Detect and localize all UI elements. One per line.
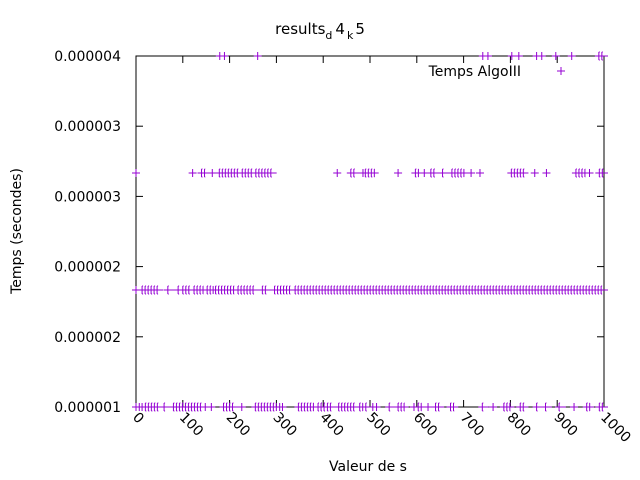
data-point xyxy=(333,169,342,177)
y-tick-label: 0.000003 xyxy=(54,119,121,135)
data-point xyxy=(237,403,246,411)
y-tick-label: 0.000003 xyxy=(54,189,121,205)
legend-marker xyxy=(557,67,565,75)
data-point xyxy=(207,403,216,411)
x-tick-label: 200 xyxy=(223,410,253,440)
axis-ticks xyxy=(135,55,605,408)
data-point xyxy=(208,169,217,177)
data-point xyxy=(551,52,560,60)
data-point xyxy=(253,52,262,60)
x-tick-label: 700 xyxy=(457,410,487,440)
data-point xyxy=(585,169,594,177)
data-point xyxy=(188,169,197,177)
data-point xyxy=(537,52,546,60)
data-point xyxy=(570,403,579,411)
y-tick-label: 0.000002 xyxy=(54,330,121,346)
x-tick-labels: 0 100 200 300 400 500 600 700 800 900 1000 xyxy=(129,410,634,447)
y-tick-label: 0.000001 xyxy=(54,400,121,416)
x-tick-label: 0 xyxy=(129,410,147,428)
data-point xyxy=(530,169,539,177)
x-tick-label: 100 xyxy=(176,410,206,440)
data-point xyxy=(567,52,576,60)
x-tick-label: 500 xyxy=(363,410,393,440)
data-point xyxy=(278,403,287,411)
data-point xyxy=(132,169,140,177)
x-tick-label: 600 xyxy=(410,410,440,440)
legend: Temps AlgoIII xyxy=(428,64,565,80)
x-tick-label: 1000 xyxy=(597,410,634,447)
data-points xyxy=(132,51,608,412)
data-point xyxy=(424,403,433,411)
plot-frame xyxy=(135,55,605,408)
x-tick-label: 800 xyxy=(504,410,534,440)
y-tick-label: 0.000004 xyxy=(54,49,121,65)
data-point xyxy=(514,52,523,60)
data-point xyxy=(483,52,492,60)
data-point xyxy=(372,403,381,411)
y-tick-label: 0.000002 xyxy=(54,260,121,276)
y-tick-labels: 0.000001 0.000002 0.000002 0.000003 0.000003… xyxy=(54,49,121,416)
x-tick-label: 900 xyxy=(550,410,580,440)
legend-label: Temps AlgoIII xyxy=(428,64,521,80)
chart-title: resultsd 4 k 5 xyxy=(275,20,365,42)
y-axis-title: Temps (secondes) xyxy=(9,168,25,295)
x-tick-label: 300 xyxy=(270,410,300,440)
data-point xyxy=(475,169,484,177)
data-point xyxy=(489,403,498,411)
data-point xyxy=(467,169,476,177)
data-point xyxy=(542,169,551,177)
data-point xyxy=(394,169,403,177)
x-tick-label: 400 xyxy=(316,410,346,440)
data-point xyxy=(220,52,229,60)
data-point xyxy=(507,52,516,60)
x-axis-title: Valeur de s xyxy=(329,459,407,475)
legend-marker-plus xyxy=(557,67,565,75)
